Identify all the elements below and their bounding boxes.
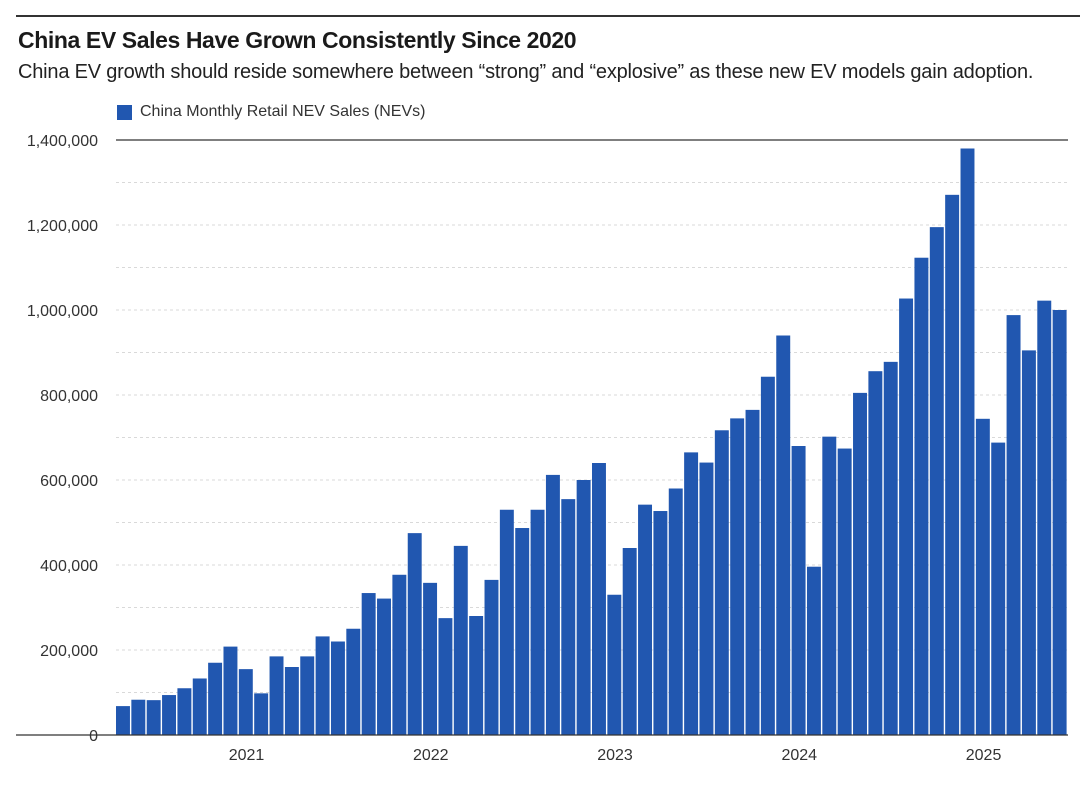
bar (192, 678, 207, 735)
bar (499, 509, 514, 735)
bar (407, 533, 422, 736)
bar (545, 474, 560, 735)
bar (377, 598, 391, 735)
bar (1037, 300, 1052, 735)
y-tick-label: 1,000,000 (27, 303, 98, 320)
x-tick-label: 2021 (229, 747, 265, 764)
bar (223, 646, 238, 735)
bar (530, 509, 545, 735)
bar (760, 376, 775, 735)
bar (975, 418, 990, 735)
bar (991, 442, 1006, 735)
bar (453, 545, 468, 736)
bar (914, 257, 929, 735)
bar (607, 594, 622, 735)
legend: China Monthly Retail NEV Sales (NEVs) (117, 103, 425, 121)
bar (484, 579, 499, 736)
bar (592, 463, 606, 735)
y-tick-label: 200,000 (40, 643, 98, 660)
bar (960, 148, 975, 735)
bar (561, 499, 576, 736)
bar (668, 488, 683, 735)
bar (822, 436, 837, 735)
bar (945, 194, 960, 735)
bar (791, 446, 806, 735)
bar (1052, 310, 1067, 735)
y-tick-label: 1,200,000 (27, 218, 98, 235)
y-tick-label: 0 (89, 728, 98, 745)
bar (745, 409, 760, 735)
bar (392, 574, 407, 735)
bar (330, 641, 345, 735)
legend-swatch (117, 104, 132, 120)
bar (346, 628, 361, 735)
bar (1021, 350, 1036, 736)
legend-label: China Monthly Retail NEV Sales (NEVs) (140, 103, 426, 120)
bar (714, 430, 729, 735)
chart-subtitle: China EV growth should reside somewhere … (18, 61, 1034, 83)
y-tick-label: 1,400,000 (27, 133, 98, 150)
bar (162, 695, 177, 735)
bar (730, 418, 745, 736)
bar (469, 616, 484, 735)
bar (853, 392, 867, 736)
bar (131, 699, 146, 735)
y-tick-label: 800,000 (40, 388, 98, 405)
bar (576, 480, 591, 735)
y-tick-label: 400,000 (40, 558, 98, 575)
bar (622, 548, 637, 735)
bar (776, 335, 791, 735)
bar (177, 688, 192, 735)
bar (515, 528, 530, 735)
bar (929, 227, 944, 736)
top-rule (16, 15, 1080, 17)
bar (837, 448, 852, 735)
bar (868, 371, 883, 735)
bar (423, 582, 438, 735)
x-tick-label: 2024 (781, 747, 817, 764)
bar (653, 511, 668, 735)
bar (438, 618, 453, 736)
bar (883, 361, 898, 735)
y-tick-label: 600,000 (40, 473, 98, 490)
bar (284, 667, 299, 735)
bar (238, 669, 253, 736)
x-tick-label: 2025 (966, 747, 1002, 764)
bar (899, 298, 914, 735)
bar (699, 462, 714, 735)
bar (116, 706, 130, 735)
bar (208, 662, 223, 735)
bar (806, 566, 821, 735)
bar (361, 593, 376, 735)
bar (684, 452, 699, 736)
chart-title: China EV Sales Have Grown Consistently S… (18, 27, 577, 53)
x-tick-label: 2022 (413, 747, 449, 764)
bar (315, 636, 330, 735)
bar (146, 700, 161, 735)
bar (1006, 315, 1021, 735)
bar (300, 656, 315, 736)
bar (638, 504, 653, 735)
bar (254, 693, 269, 735)
bar (269, 656, 284, 736)
x-tick-label: 2023 (597, 747, 633, 764)
